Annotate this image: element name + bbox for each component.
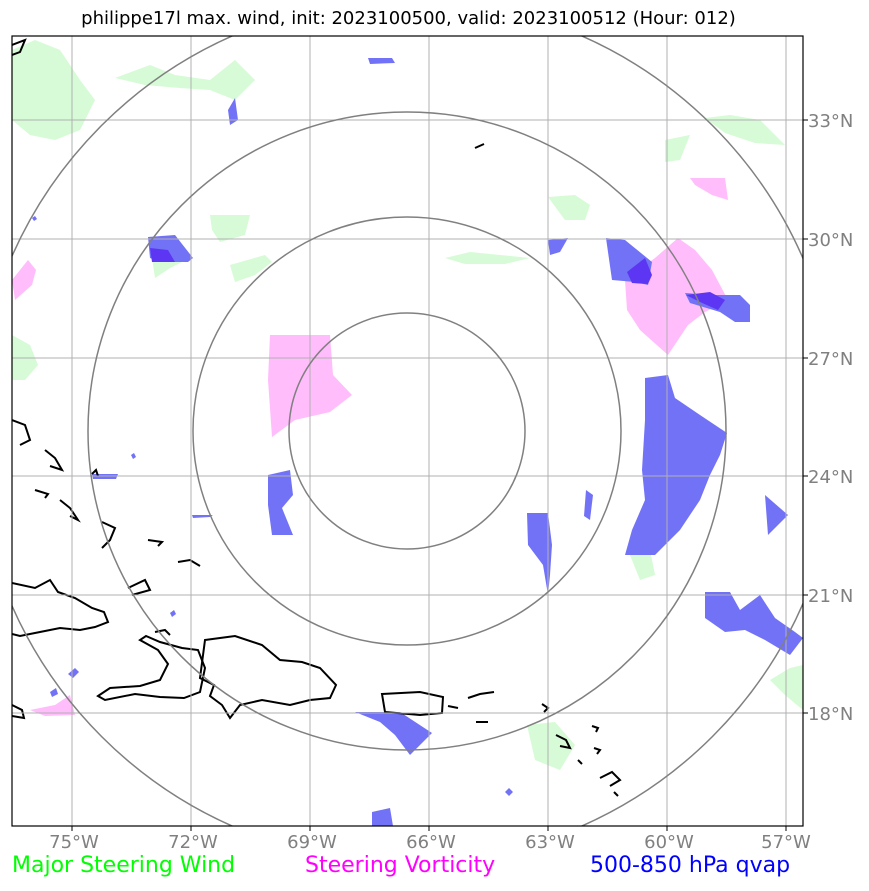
lon-label: 75°W [49, 832, 99, 853]
coastline-layer [12, 38, 622, 797]
map-frame [11, 35, 804, 827]
lat-label: 18°N [808, 704, 853, 725]
steering-wind-layer [12, 40, 803, 770]
legend-qvap: 500-850 hPa qvap [590, 853, 791, 878]
qvap-peak-layer [150, 248, 725, 310]
qvap-layer [32, 58, 803, 826]
range-rings [12, 36, 803, 826]
legend-steering-vorticity: Steering Vorticity [305, 853, 496, 878]
graticule [12, 36, 803, 826]
range-ring-third [87, 111, 727, 751]
lon-label: 60°W [644, 832, 694, 853]
range-ring-second [192, 216, 622, 646]
lat-label: 30°N [808, 230, 853, 251]
lat-label: 27°N [808, 349, 853, 370]
legend-steering-wind: Major Steering Wind [12, 853, 236, 878]
lon-label: 69°W [287, 832, 337, 853]
lat-label: 24°N [808, 467, 853, 488]
map-title: philippe17l max. wind, init: 2023100500,… [81, 8, 736, 29]
range-ring-inner [288, 312, 526, 550]
lat-label: 33°N [808, 111, 853, 132]
lat-label: 21°N [808, 586, 853, 607]
lon-label: 57°W [761, 832, 811, 853]
lon-label: 66°W [406, 832, 456, 853]
lon-label: 63°W [525, 832, 575, 853]
lon-label: 72°W [168, 832, 218, 853]
axis-ticks [71, 119, 808, 831]
